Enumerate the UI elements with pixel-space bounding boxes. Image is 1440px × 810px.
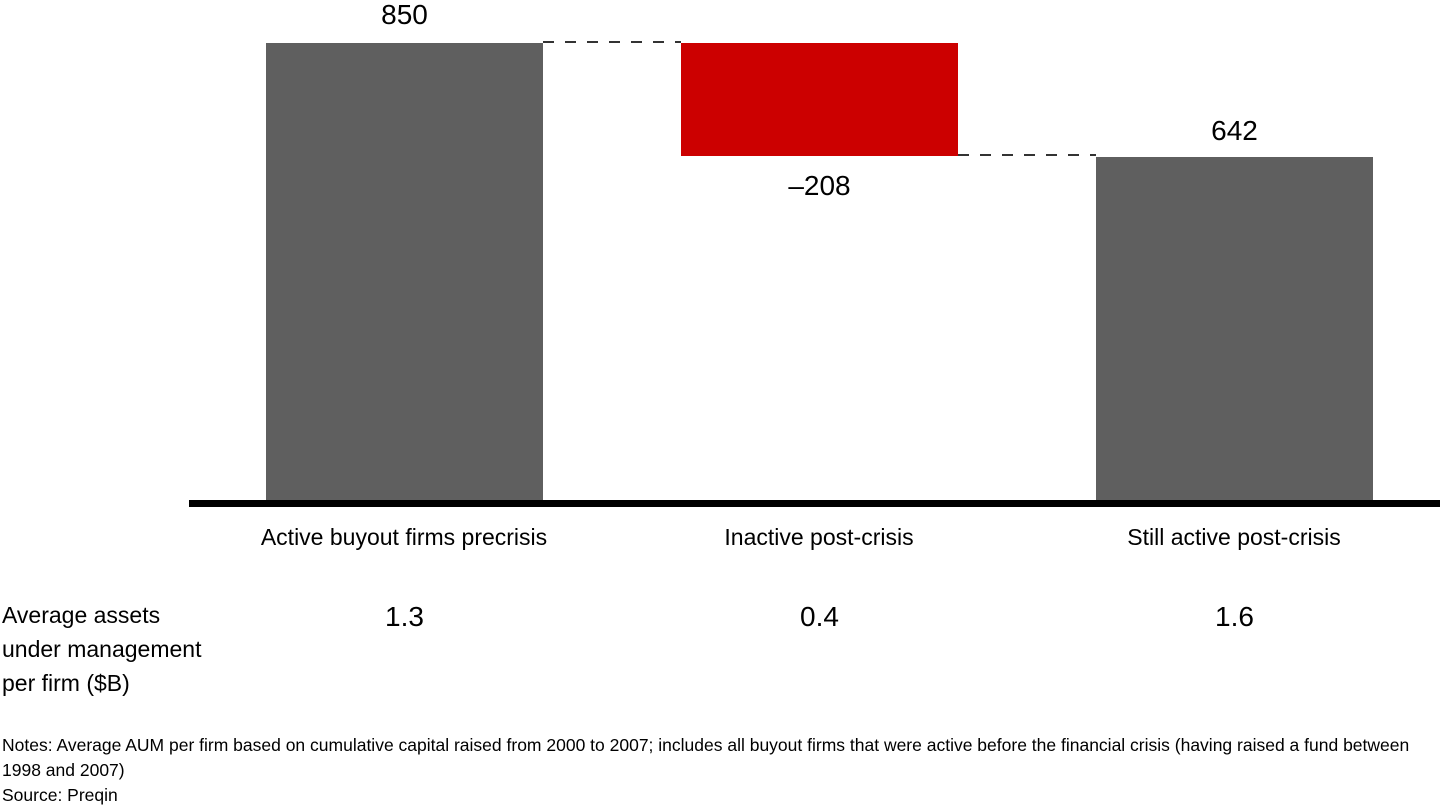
source-text: Source: Preqin [2,785,118,805]
bar-active-buyout-precrisis [266,43,543,500]
dashed-connector-1 [543,41,681,43]
category-label-inactive: Inactive post-crisis [724,524,914,550]
x-axis-baseline [189,500,1440,507]
aum-value-precrisis: 1.3 [385,601,424,632]
aum-row-label-line2: under management [2,636,202,662]
category-label-still-active: Still active post-crisis [1127,524,1341,550]
bar-still-active-post-crisis [1096,157,1373,500]
bar-value-label-precrisis: 850 [381,0,428,30]
category-label-precrisis: Active buyout firms precrisis [260,524,548,550]
notes-text: Notes: Average AUM per firm based on cum… [2,735,1410,780]
aum-value-still-active: 1.6 [1215,601,1254,632]
dashed-connector-2 [958,154,1096,156]
aum-row-label-line3: per firm ($B) [2,670,130,696]
aum-value-inactive: 0.4 [800,601,839,632]
bar-value-label-inactive: –208 [788,170,851,201]
bar-value-label-still-active: 642 [1211,115,1258,146]
aum-row-label-line1: Average assets [2,602,161,628]
bar-inactive-post-crisis [681,43,958,156]
aum-row-label: Average assets under management per firm… [2,598,201,700]
footer: Notes: Average AUM per firm based on cum… [2,733,1438,808]
